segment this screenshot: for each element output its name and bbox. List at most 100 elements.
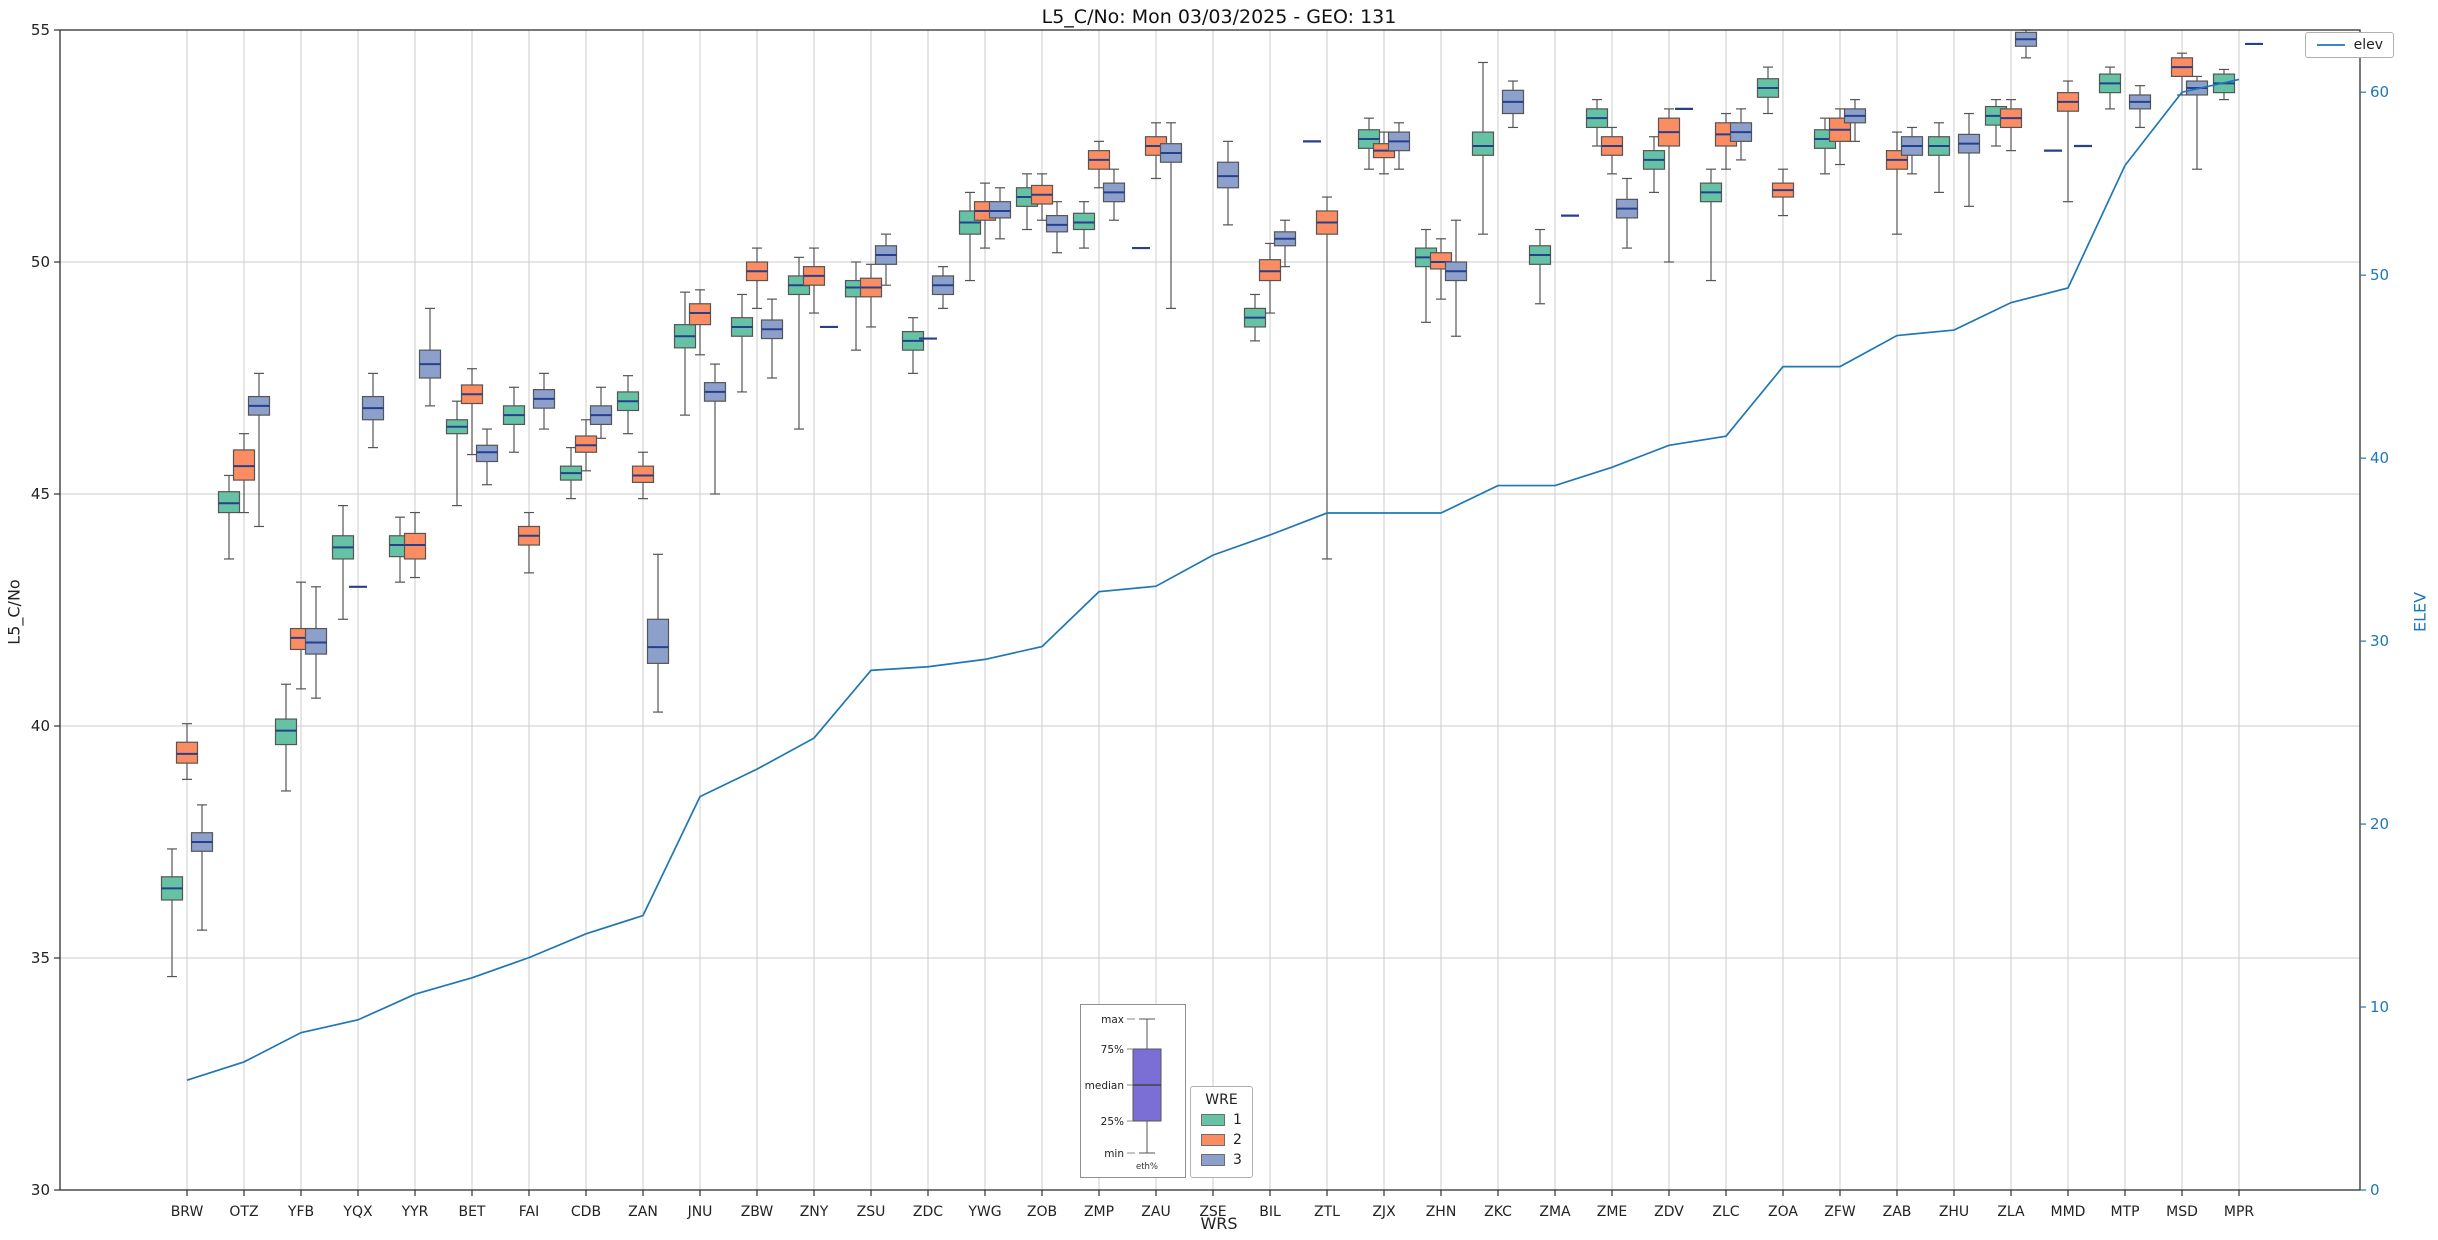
box-wre2-ZTL	[1315, 196, 1339, 560]
inset-label-bottom: eth%	[1136, 1162, 1158, 1172]
left-tick-label: 40	[31, 717, 50, 735]
box-wre1-JNU	[673, 291, 697, 416]
x-tick-label: ZHN	[1426, 1204, 1457, 1220]
wre-swatch-icon	[1201, 1134, 1225, 1146]
x-tick-label: ZHU	[1939, 1204, 1969, 1220]
box-wre1-BET	[445, 400, 469, 507]
box-wre2-ZSU	[859, 263, 883, 328]
box-wre3-YQX	[361, 372, 385, 449]
left-tick-label: 45	[31, 485, 50, 503]
box-wre1-ZAN	[616, 375, 640, 435]
chart-title: L5_C/No: Mon 03/03/2025 - GEO: 131	[1041, 6, 1397, 28]
box-wre3-ZHN	[1444, 219, 1468, 337]
box-wre3-BET	[475, 428, 499, 486]
box-wre2-OTZ	[232, 433, 256, 514]
inset-label-max: max	[1101, 1014, 1124, 1026]
wre-entry-label: 2	[1233, 1132, 1242, 1148]
inset-label-min: min	[1104, 1148, 1124, 1160]
right-tick-label: 50	[2370, 266, 2389, 284]
x-tick-label: ZLC	[1712, 1204, 1739, 1220]
box-wre1-ZMA	[1528, 228, 1552, 305]
x-tick-label: OTZ	[229, 1204, 258, 1220]
wre-entry-label: 1	[1233, 1112, 1242, 1128]
wre-entry-label: 3	[1233, 1152, 1242, 1168]
box-wre2-BET	[460, 368, 484, 456]
box-wre2-CDB	[574, 419, 598, 472]
box-wre3-YFB	[304, 586, 328, 699]
right-tick-label: 60	[2370, 83, 2389, 101]
box-wre1-ZBW	[730, 293, 754, 393]
x-tick-label: MSD	[2166, 1204, 2198, 1220]
inset-label-75: 75%	[1101, 1044, 1124, 1056]
box-wre3-ZAU	[1159, 122, 1183, 309]
y-axis-label-left: L5_C/No	[4, 579, 24, 645]
left-tick-label: 35	[31, 949, 50, 967]
right-tick-label: 30	[2370, 632, 2389, 650]
boxplots	[160, 29, 2263, 978]
box-wre3-ZBW	[760, 298, 784, 379]
x-tick-label: ZME	[1597, 1204, 1628, 1220]
boxplot-anatomy-inset: max 75% median 25% min eth%	[1080, 1004, 1186, 1178]
x-tick-label: ZMP	[1084, 1204, 1114, 1220]
box-wre3-BRW	[190, 804, 214, 931]
box-wre2-ZOB	[1030, 173, 1054, 221]
box-wre2-ZBW	[745, 247, 769, 309]
x-tick-label: ZFW	[1824, 1204, 1856, 1220]
x-tick-label: ZAB	[1883, 1204, 1912, 1220]
box-wre1-YFB	[274, 683, 298, 792]
axis-ticks: 30 35 40 45 50 55 0 10 20 30 40 50 60 BRW OTZ YFB YQX YYR…	[31, 21, 2389, 1220]
right-tick-label: 40	[2370, 449, 2389, 467]
box-wre2-ZOA	[1771, 168, 1795, 217]
box-wre1-ZSU	[844, 261, 868, 351]
left-tick-label: 50	[31, 253, 50, 271]
x-tick-label: ZMA	[1539, 1204, 1571, 1220]
box-wre3-ZAB	[1900, 126, 1924, 175]
box-wre3-ZME	[1615, 177, 1639, 249]
x-tick-label: YYR	[401, 1204, 429, 1220]
x-tick-label: FAI	[519, 1204, 539, 1220]
box-wre3-ZMP	[1102, 168, 1126, 221]
x-tick-label: ZOB	[1027, 1204, 1057, 1220]
box-wre1-BRW	[160, 848, 184, 978]
box-wre3-FAI	[532, 372, 556, 430]
box-wre1-ZMP	[1072, 201, 1096, 249]
wre-legend-title: WRE	[1205, 1092, 1238, 1108]
x-tick-label: ZJX	[1372, 1204, 1396, 1220]
box-wre1-OTZ	[217, 474, 241, 560]
box-wre3-YWG	[988, 187, 1012, 240]
box-wre3-BIL	[1273, 219, 1297, 268]
x-tick-label: ZDC	[913, 1204, 943, 1220]
box-wre2-ZLA	[1999, 98, 2023, 152]
wre-legend-entry: 2	[1201, 1132, 1242, 1148]
box-wre3-ZAN	[646, 553, 670, 713]
box-wre3-ZSU	[874, 233, 898, 286]
left-tick-label: 30	[31, 1181, 50, 1199]
wre-legend-entry: 3	[1201, 1152, 1242, 1168]
box-wre1-MTP	[2098, 66, 2122, 110]
box-wre3-ZSE	[1216, 140, 1240, 226]
x-tick-label: YQX	[342, 1204, 373, 1220]
x-tick-label: BIL	[1259, 1204, 1281, 1220]
x-tick-label: ZLA	[1997, 1204, 2025, 1220]
x-tick-label: ZDV	[1654, 1204, 1684, 1220]
box-wre1-ZLC	[1699, 168, 1723, 282]
left-tick-label: 55	[31, 21, 50, 39]
x-tick-label: ZSE	[1199, 1204, 1226, 1220]
box-wre2-ZME	[1600, 126, 1624, 175]
y-axis-label-right: ELEV	[2410, 591, 2430, 633]
x-tick-label: CDB	[571, 1204, 601, 1220]
box-wre3-OTZ	[247, 372, 271, 528]
wre-legend-entry: 1	[1201, 1112, 1242, 1128]
right-tick-label: 0	[2370, 1181, 2380, 1199]
inset-label-25: 25%	[1101, 1116, 1124, 1128]
box-wre1-ZDC	[901, 317, 925, 374]
box-wre1-FAI	[502, 386, 526, 453]
wre-swatch-icon	[1201, 1114, 1225, 1126]
elev-legend: elev	[2304, 32, 2394, 58]
x-tick-label: BRW	[171, 1204, 204, 1220]
boxplot-anatomy-diagram: max 75% median 25% min eth%	[1085, 1014, 1162, 1172]
box-wre1-ZME	[1585, 98, 1609, 147]
wre-swatch-icon	[1201, 1154, 1225, 1166]
box-wre3-ZJX	[1387, 122, 1411, 170]
